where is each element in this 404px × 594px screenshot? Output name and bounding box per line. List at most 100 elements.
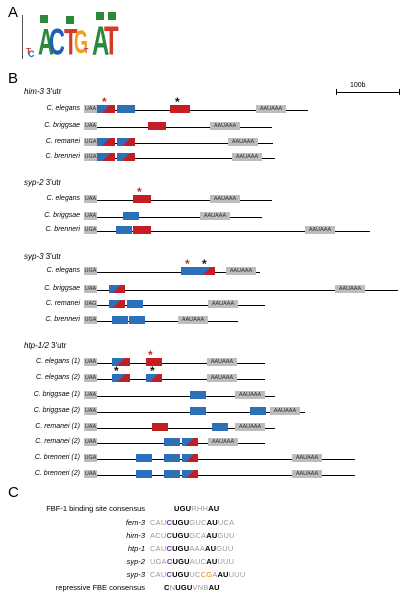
utr-line: [85, 109, 308, 111]
species-label: C. remanei: [45, 300, 80, 307]
utr-line: [85, 142, 273, 144]
utr-line: [85, 458, 355, 460]
alignment-row: syp-2 UGACUGUAUCAUUUU: [0, 557, 404, 568]
polya-signal-box: AAUAAA: [210, 195, 240, 203]
stop-codon-box: UAA: [84, 195, 97, 203]
blue-site-box: [181, 267, 199, 275]
sequence-segment: GUC: [189, 518, 207, 527]
sequence-segment: AU: [208, 504, 220, 513]
gene-title: him-3 3'utr: [24, 87, 62, 96]
utr-track: C. remanei (2) UAA AAUAAA: [0, 438, 404, 448]
alignment-row: fem-3 CAUCUGUGUCAUUCA: [0, 518, 404, 529]
utr-line: [85, 474, 355, 476]
species-label: C. elegans: [46, 105, 80, 112]
stop-codon-box: UAA: [84, 407, 97, 415]
overlap-site-box: [112, 358, 130, 366]
utr-line: [85, 157, 275, 159]
polya-signal-box: AAUAAA: [207, 358, 237, 366]
blue-site-box: [190, 407, 206, 415]
utr-track: C. elegans UGA AAUAAA * *: [0, 258, 404, 277]
blue-site-box: [116, 226, 132, 234]
polya-signal-box: AAUAAA: [208, 438, 238, 446]
alignment-row: htp-1 CAUCUGUAAAAUGUU: [0, 544, 404, 555]
sequence-text: UGURHHAU: [174, 504, 219, 513]
logo-stack-block: [96, 12, 104, 20]
sequence-segment: AU: [206, 518, 218, 527]
red-asterisk-icon: *: [185, 257, 190, 271]
utr-line: [85, 199, 272, 201]
panel-b-label: B: [8, 70, 19, 87]
gene-name: syp-3: [24, 252, 44, 261]
polya-signal-box: AAUAAA: [235, 423, 265, 431]
polya-signal-box: AAUAAA: [210, 122, 240, 130]
sequence-segment: AU: [217, 570, 229, 579]
overlap-site-box: [199, 267, 215, 275]
overlap-site-box: [97, 105, 115, 113]
species-label: C. briggsae (2): [33, 407, 80, 414]
stop-codon-box: UGA: [84, 267, 97, 275]
sequence-segment: UGA: [150, 557, 167, 566]
polya-signal-box: AAUAAA: [207, 374, 237, 382]
red-asterisk-icon: *: [148, 348, 153, 362]
species-label: C. brenneri: [45, 316, 80, 323]
alignment-row: repressive FBE consensus CNUGUVNBAU: [0, 583, 404, 594]
gene-name: him-3: [24, 87, 45, 96]
sequence-segment: GUU: [216, 544, 234, 553]
gene-region: 3'utr: [44, 87, 62, 96]
sequence-segment: C: [166, 557, 173, 566]
sequence-segment: ACU: [150, 531, 167, 540]
polya-signal-box: AAUAAA: [226, 267, 256, 275]
species-label: C. elegans: [46, 195, 80, 202]
blue-site-box: [212, 423, 228, 431]
overlap-site-box: [97, 153, 115, 161]
logo-axis: [22, 15, 23, 59]
sequence-text: CAUCUGUGUCAUUCA: [150, 518, 234, 527]
red-asterisk-icon: *: [137, 185, 142, 199]
gene-name: htp-1/2: [24, 341, 49, 350]
overlap-site-box: [117, 153, 135, 161]
overlap-site-box: [182, 470, 198, 478]
gene-region: 3'utr: [48, 341, 67, 350]
overlap-site-box: [109, 285, 125, 293]
species-label: C. briggsae: [44, 285, 80, 292]
blue-site-box: [164, 470, 180, 478]
logo-letter: T: [84, 48, 89, 55]
logo-letter: A: [38, 20, 54, 64]
sequence-segment: UGU: [172, 518, 190, 527]
utr-line: [85, 271, 260, 273]
stop-codon-box: UAG: [84, 300, 97, 308]
stop-codon-box: UAA: [84, 438, 97, 446]
blue-site-box: [250, 407, 266, 415]
utr-line: [85, 304, 265, 306]
black-asterisk-icon: *: [114, 364, 119, 378]
sequence-segment: CAU: [150, 570, 167, 579]
utr-line: [85, 427, 275, 429]
blue-site-box: [117, 105, 135, 113]
black-asterisk-icon: *: [175, 95, 180, 109]
sequence-segment: C: [166, 531, 173, 540]
polya-signal-box: AAUAAA: [335, 285, 365, 293]
logo-letter: C: [28, 49, 35, 59]
stop-codon-box: UGA: [84, 138, 97, 146]
polya-signal-box: AAUAAA: [178, 316, 208, 324]
stop-codon-box: UAA: [84, 391, 97, 399]
stop-codon-box: UAA: [84, 423, 97, 431]
polya-signal-box: AAUAAA: [232, 153, 262, 161]
stop-codon-box: UAA: [84, 105, 97, 113]
sequence-segment: GUU: [217, 531, 235, 540]
sequence-segment: UGU: [174, 504, 192, 513]
red-asterisk-icon: *: [102, 95, 107, 109]
species-label: C. elegans (2): [36, 374, 80, 381]
stop-codon-box: UAA: [84, 285, 97, 293]
alignment-row-label: FBF-1 binding site consensus: [46, 504, 145, 513]
alignment-row-label: repressive FBE consensus: [55, 583, 145, 592]
stop-codon-box: UGA: [84, 316, 97, 324]
gene-title: htp-1/2 3'utr: [24, 341, 66, 350]
species-label: C. briggsae (1): [33, 391, 80, 398]
logo-letter: G: [74, 24, 89, 61]
blue-site-box: [127, 300, 143, 308]
species-label: C. remanei: [45, 138, 80, 145]
species-label: C. brenneri (2): [34, 470, 80, 477]
utr-track: C. brenneri UGA AAUAAA: [0, 226, 404, 236]
red-site-box: [133, 226, 151, 234]
